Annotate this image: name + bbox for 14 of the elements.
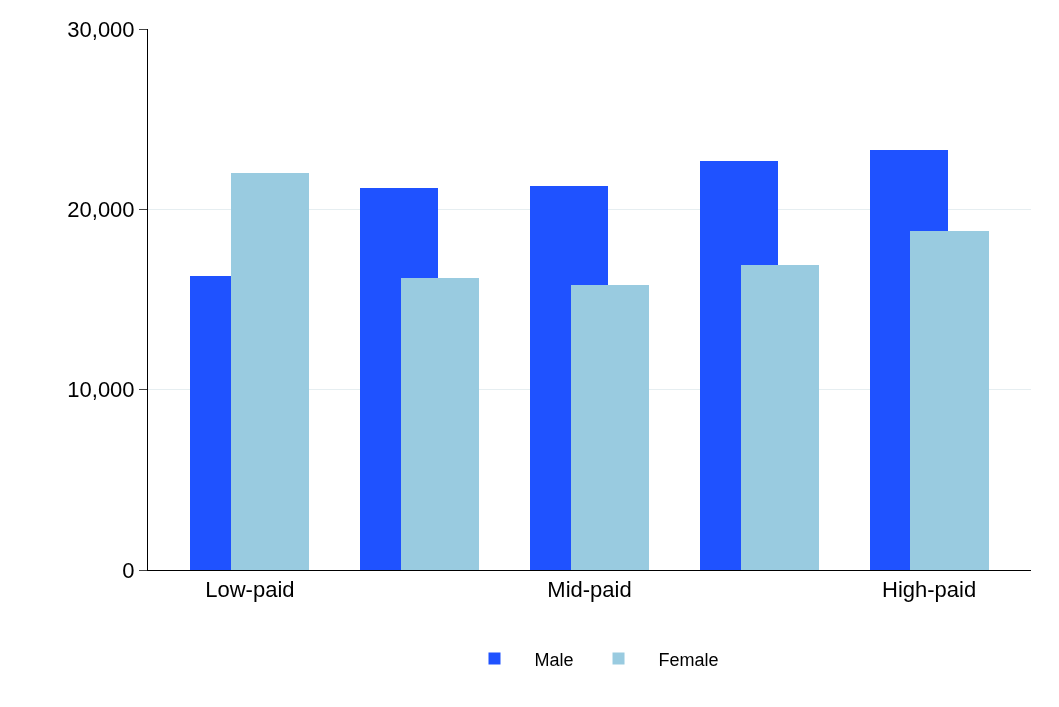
x-tick-label: Low-paid <box>205 577 295 603</box>
x-tick-label: High-paid <box>882 577 977 603</box>
y-tick-label: 30,000 <box>67 16 135 42</box>
bar <box>910 231 989 570</box>
bar <box>231 173 309 570</box>
y-tick-label: 10,000 <box>67 377 135 403</box>
y-tick-label: 0 <box>122 557 135 583</box>
legend-label: Male <box>534 649 574 670</box>
x-tick-label: Mid-paid <box>547 577 632 603</box>
bar <box>401 278 479 570</box>
legend-label: Female <box>658 649 719 670</box>
y-tick-label: 20,000 <box>67 197 135 223</box>
bar <box>741 265 819 570</box>
bar <box>571 285 649 570</box>
